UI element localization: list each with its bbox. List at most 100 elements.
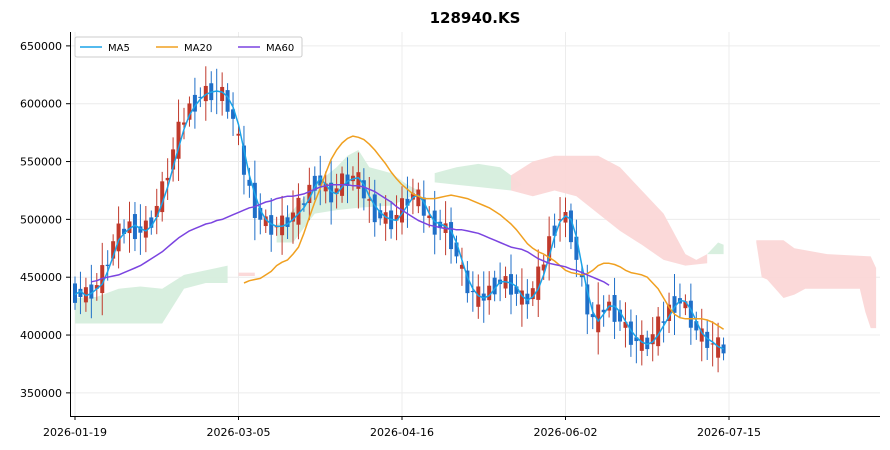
cloud-span-3	[434, 163, 522, 191]
candle-body-75	[481, 293, 486, 301]
grid	[71, 32, 880, 416]
candle-body-55	[372, 194, 377, 223]
candle-body-0	[73, 283, 77, 303]
candle-body-106	[650, 334, 655, 345]
candle-body-30	[236, 133, 241, 136]
cloud-span-5	[707, 242, 724, 255]
legend-label-ma60: MA60	[266, 43, 294, 54]
moving-averages	[74, 90, 725, 350]
candle-body-87	[547, 236, 552, 261]
candle-body-11	[132, 214, 137, 240]
candle-body-9	[122, 228, 127, 234]
candle-body-52	[356, 172, 361, 189]
candle-body-65	[427, 215, 432, 219]
candle-body-113	[688, 300, 693, 328]
y-tick-label-3: 500000	[20, 213, 62, 226]
candle-body-80	[509, 274, 513, 295]
candle-body-93	[579, 274, 584, 278]
candle-body-92	[574, 236, 579, 260]
candle-body-107	[656, 316, 661, 347]
candle-body-29	[231, 109, 236, 119]
candle-body-83	[525, 293, 530, 305]
candle-body-10	[127, 221, 132, 234]
candle-body-77	[492, 277, 497, 295]
candle-body-42	[301, 203, 306, 205]
y-tick-label-6: 650000	[20, 40, 62, 53]
candle-body-47	[329, 182, 334, 203]
candle-body-63	[416, 189, 421, 207]
candle-body-72	[465, 270, 470, 294]
candle-body-74	[476, 286, 481, 307]
candle-body-96	[596, 304, 601, 333]
candle-body-14	[149, 217, 154, 228]
candle-body-53	[361, 180, 366, 199]
legend-label-ma20: MA20	[184, 43, 212, 54]
candle-body-66	[432, 210, 437, 235]
candle-body-59	[394, 214, 399, 221]
candle-body-90	[563, 212, 568, 223]
candle-body-103	[634, 337, 639, 342]
candle-body-6	[105, 264, 110, 267]
cloud-span-1	[238, 272, 255, 276]
candle-body-61	[405, 198, 410, 206]
candle-body-118	[716, 337, 721, 358]
x-tick-label-4: 2026-07-15	[697, 426, 761, 439]
y-tick-label-2: 450000	[20, 271, 62, 284]
candle-body-108	[661, 321, 666, 323]
chart-title: 128940.KS	[430, 9, 521, 27]
candle-body-64	[421, 197, 426, 216]
candle-body-46	[323, 183, 328, 192]
candle-body-95	[590, 314, 595, 318]
candle-body-86	[541, 264, 546, 271]
candle-body-69	[449, 222, 454, 250]
candle-body-27	[220, 86, 225, 102]
series-line-ma60	[91, 183, 610, 286]
series-line-ma5	[74, 90, 724, 350]
candle-body-71	[459, 264, 464, 269]
x-tick-label-1: 2026-03-05	[207, 426, 271, 439]
cloud-span-0	[75, 265, 228, 324]
candle-body-13	[143, 220, 148, 238]
candle-body-40	[291, 212, 295, 222]
y-tick-label-1: 400000	[20, 329, 62, 342]
candle-body-3	[89, 284, 94, 299]
candle-body-43	[307, 184, 312, 203]
candle-body-45	[318, 175, 323, 186]
candle-body-100	[618, 309, 622, 322]
candle-body-4	[94, 285, 99, 289]
candle-body-102	[628, 321, 633, 345]
candle-body-62	[410, 193, 415, 200]
candle-body-94	[585, 284, 590, 315]
legend-label-ma5: MA5	[108, 43, 130, 54]
candle-body-41	[296, 197, 301, 225]
candle-body-21	[187, 103, 192, 120]
candle-body-105	[645, 337, 650, 350]
candle-body-109	[667, 304, 672, 321]
candle-body-15	[154, 205, 159, 218]
axes	[70, 32, 880, 417]
candle-body-1	[78, 288, 83, 298]
candle-body-34	[258, 207, 263, 220]
candle-body-8	[116, 223, 121, 252]
candle-body-101	[623, 321, 628, 328]
candle-body-36	[269, 215, 274, 235]
candle-body-16	[160, 181, 165, 213]
candle-body-115	[699, 328, 704, 342]
candle-body-112	[683, 301, 688, 309]
candle-body-117	[710, 343, 715, 345]
candle-body-24	[203, 85, 208, 102]
ichimoku-cloud	[75, 150, 877, 329]
candle-body-70	[454, 242, 459, 257]
candle-body-82	[519, 290, 524, 305]
cloud-span-6	[756, 240, 877, 329]
candle-body-12	[138, 226, 143, 233]
candle-body-56	[378, 210, 383, 219]
candle-body-18	[171, 149, 176, 170]
candle-body-67	[438, 221, 443, 229]
y-ticks: 350000 400000 450000 500000 550000 600000 6500…	[20, 40, 70, 400]
candle-body-54	[367, 199, 372, 201]
candle-body-28	[225, 90, 230, 112]
candle-body-31	[241, 145, 246, 175]
candle-body-89	[558, 219, 563, 221]
candle-body-85	[536, 266, 541, 300]
